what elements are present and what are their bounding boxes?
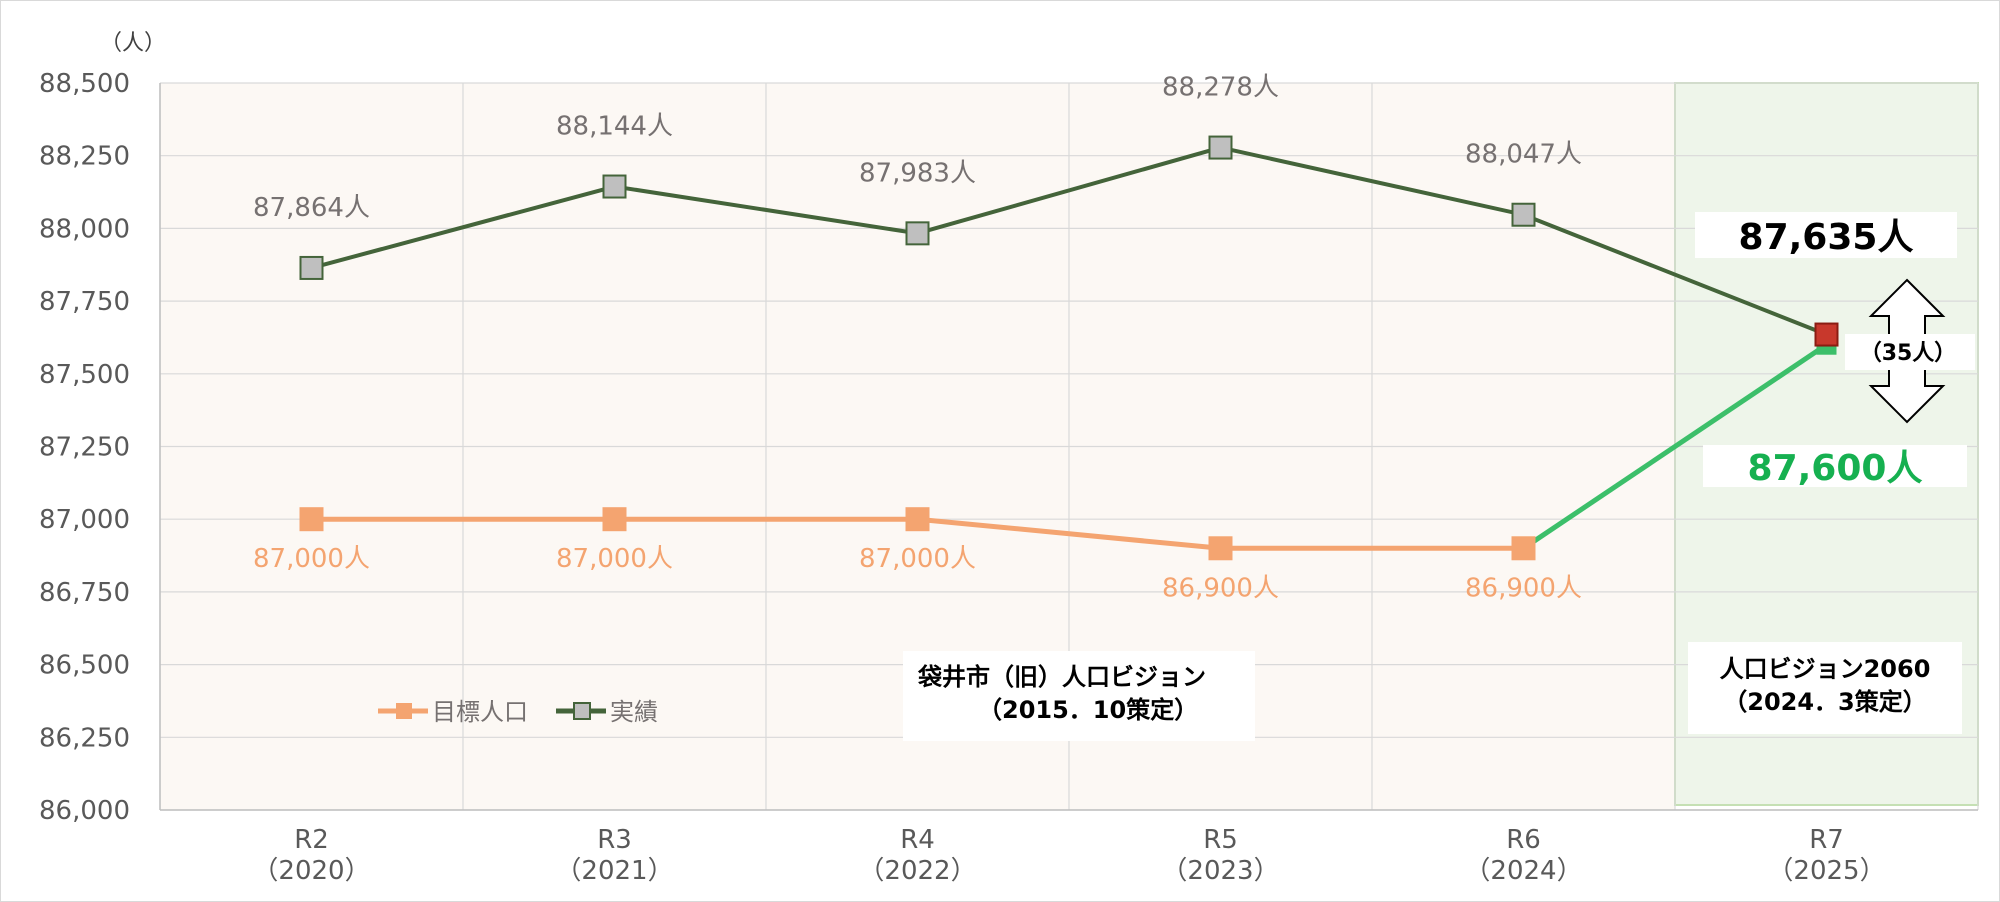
y-tick-label: 87,750 bbox=[39, 287, 130, 317]
legend: 目標人口 実績 bbox=[378, 698, 658, 726]
target-point-marker bbox=[1511, 536, 1536, 561]
y-tick-label: 87,500 bbox=[39, 360, 130, 390]
actual-point-marker bbox=[905, 221, 930, 246]
series-line-target-projection bbox=[1522, 342, 1828, 551]
y-tick-label: 86,750 bbox=[39, 578, 130, 608]
x-tick-year-label: （2024） bbox=[1464, 856, 1582, 886]
actual-data-label: 87,983人 bbox=[859, 158, 976, 188]
actual-point-marker bbox=[299, 255, 324, 280]
x-tick-year-label: （2023） bbox=[1161, 856, 1279, 886]
y-tick-label: 86,250 bbox=[39, 723, 130, 753]
target-data-label: 87,000人 bbox=[253, 544, 370, 574]
legend-marker-target bbox=[396, 703, 412, 719]
target-point-marker bbox=[299, 507, 324, 532]
new-vision-title: 人口ビジョン2060 bbox=[1720, 655, 1931, 683]
x-tick-label: R6 bbox=[1506, 825, 1541, 855]
x-tick-label: R5 bbox=[1203, 825, 1238, 855]
actual-data-label: 88,278人 bbox=[1162, 73, 1279, 103]
actual-point-marker bbox=[1814, 322, 1839, 347]
x-tick-year-label: （2020） bbox=[252, 856, 370, 886]
actual-data-label: 88,144人 bbox=[556, 112, 673, 142]
actual-final-box bbox=[1695, 212, 1957, 258]
actual-point-marker bbox=[1208, 135, 1233, 160]
actual-data-label: 88,047人 bbox=[1465, 140, 1582, 170]
y-tick-label: 88,250 bbox=[39, 142, 130, 172]
difference-box bbox=[1845, 334, 1975, 370]
y-tick-label: 88,000 bbox=[39, 214, 130, 244]
new-vision-annotation: 人口ビジョン2060 （2024．3策定） bbox=[1688, 642, 1962, 734]
new-vision-date: （2024．3策定） bbox=[1723, 688, 1927, 716]
legend-label-actual: 実績 bbox=[610, 698, 658, 726]
x-tick-label: R3 bbox=[597, 825, 632, 855]
old-vision-box bbox=[903, 651, 1255, 741]
target-final-label: 87,600人 bbox=[1748, 448, 1923, 489]
target-point-marker bbox=[602, 507, 627, 532]
actual-point-marker bbox=[1511, 202, 1536, 227]
x-tick-label: R7 bbox=[1809, 825, 1844, 855]
target-point-marker bbox=[905, 507, 930, 532]
actual-point-marker bbox=[602, 174, 627, 199]
x-tick-label: R2 bbox=[294, 825, 329, 855]
target-data-label: 87,000人 bbox=[556, 544, 673, 574]
y-axis: 88,500 88,250 88,000 87,750 87,500 87,250 87,0… bbox=[39, 69, 130, 826]
x-axis: R2（2020） R3（2021） R4（2022） R5（2023） R6（2024）… bbox=[252, 825, 1885, 886]
old-vision-title: 袋井市（旧）人口ビジョン bbox=[917, 663, 1206, 691]
target-point-marker bbox=[1208, 536, 1233, 561]
x-tick-year-label: （2021） bbox=[555, 856, 673, 886]
difference-label: （35人） bbox=[1860, 341, 1957, 366]
x-tick-year-label: （2025） bbox=[1767, 856, 1885, 886]
y-axis-unit-label: （人） bbox=[100, 31, 166, 56]
target-data-label: 86,900人 bbox=[1465, 573, 1582, 603]
new-vision-box bbox=[1688, 642, 1962, 734]
target-data-label: 87,000人 bbox=[859, 544, 976, 574]
y-tick-label: 86,000 bbox=[39, 796, 130, 826]
old-vision-annotation: 袋井市（旧）人口ビジョン （2015．10策定） bbox=[903, 651, 1255, 741]
series-layer bbox=[299, 135, 1839, 561]
data-label-layer: 87,864人 88,144人 87,983人 88,278人 88,047人 87,00… bbox=[253, 73, 1582, 604]
legend-marker-actual bbox=[573, 702, 591, 720]
y-tick-label: 87,000 bbox=[39, 505, 130, 535]
x-tick-year-label: （2022） bbox=[858, 856, 976, 886]
actual-data-label: 87,864人 bbox=[253, 193, 370, 223]
y-tick-label: 86,500 bbox=[39, 651, 130, 681]
target-data-label: 86,900人 bbox=[1162, 573, 1279, 603]
y-tick-label: 87,250 bbox=[39, 433, 130, 463]
x-tick-label: R4 bbox=[900, 825, 935, 855]
old-vision-date: （2015．10策定） bbox=[978, 696, 1198, 724]
legend-label-target: 目標人口 bbox=[432, 698, 528, 726]
target-final-box bbox=[1703, 445, 1967, 487]
actual-final-label: 87,635人 bbox=[1739, 217, 1914, 258]
y-tick-label: 88,500 bbox=[39, 69, 130, 99]
series-line-actual bbox=[310, 145, 1828, 337]
